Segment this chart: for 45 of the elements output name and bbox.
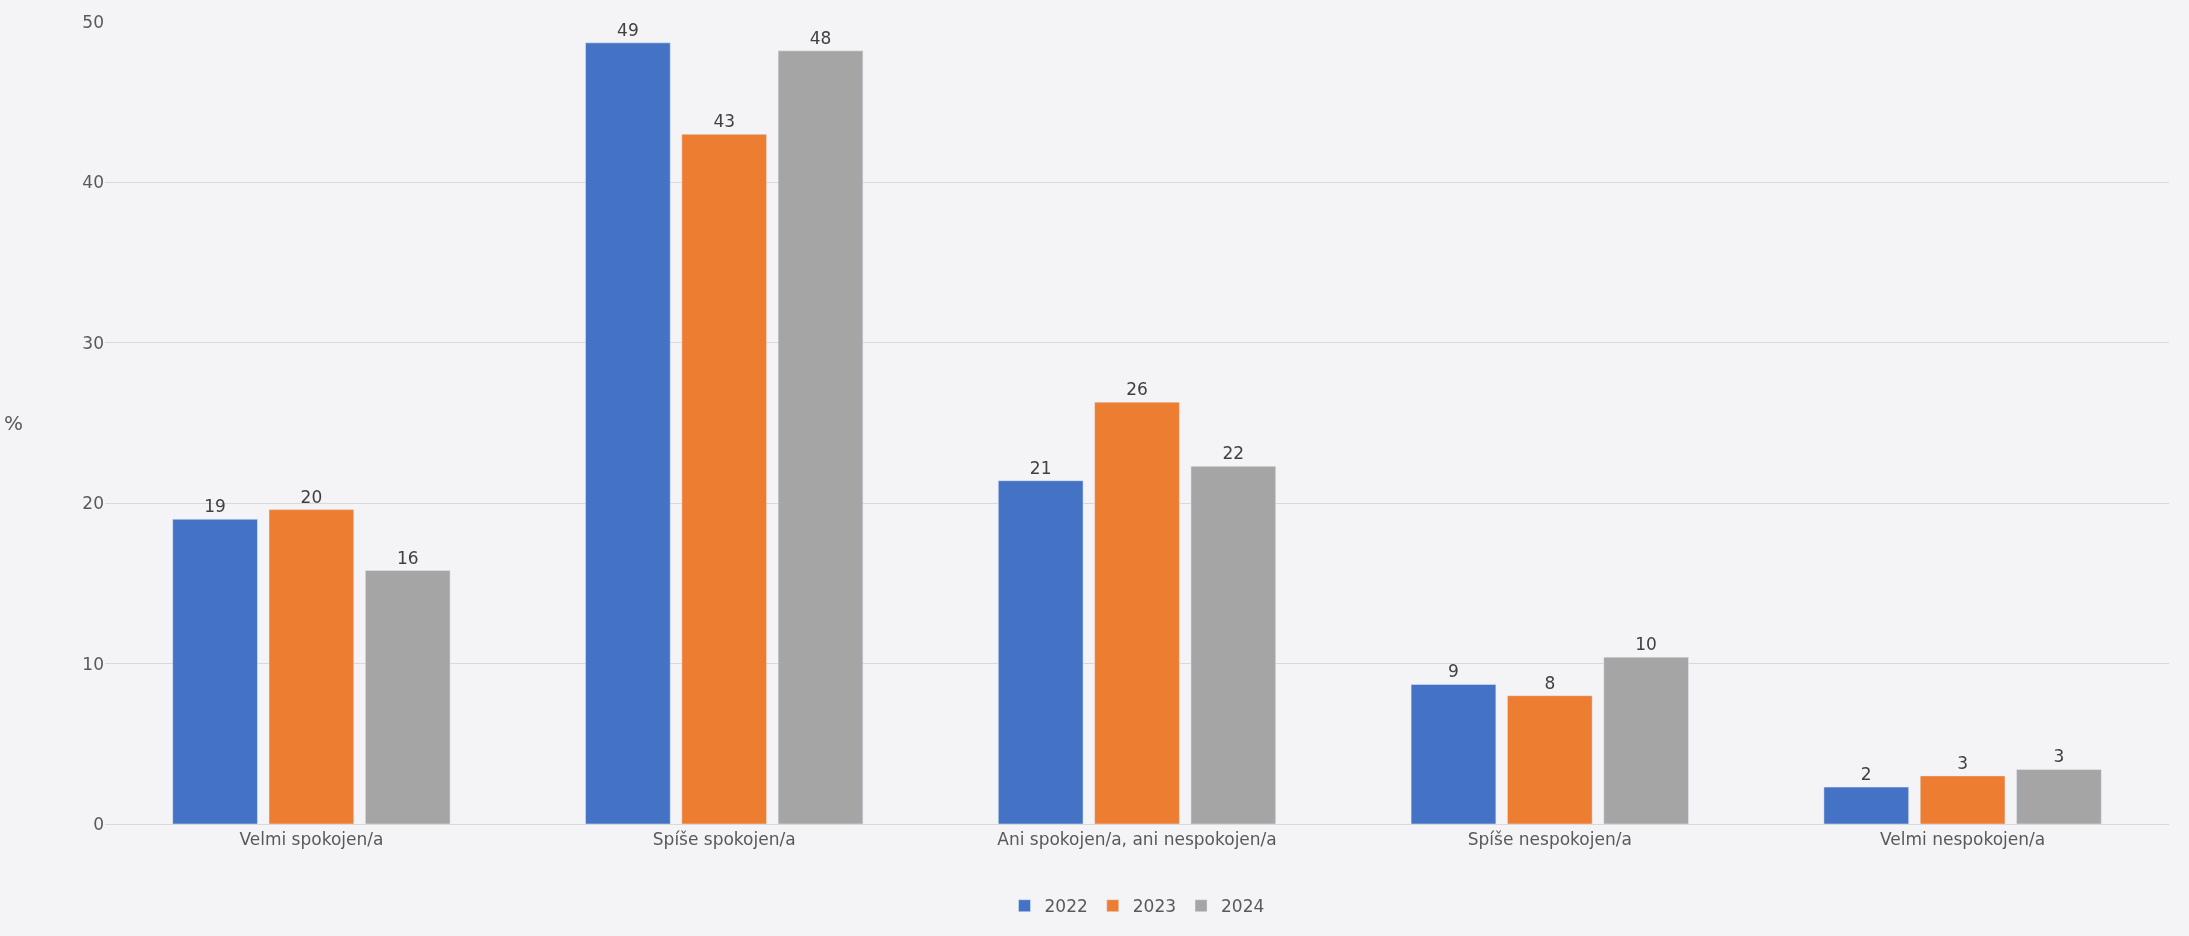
data-label: 48 bbox=[809, 27, 832, 48]
bar bbox=[1823, 786, 1909, 824]
data-label: 2 bbox=[1860, 764, 1872, 785]
y-tick-label: 50 bbox=[82, 11, 104, 32]
bar bbox=[1094, 401, 1180, 824]
y-tick-label: 10 bbox=[82, 653, 104, 674]
x-tick-label: Spíše nespokojen/a bbox=[1467, 829, 1632, 850]
y-axis-title: % bbox=[4, 411, 24, 435]
bar bbox=[585, 42, 671, 824]
data-label: 8 bbox=[1544, 672, 1556, 693]
data-label: 9 bbox=[1448, 661, 1459, 682]
bar bbox=[365, 570, 451, 824]
legend-label: 2023 bbox=[1132, 896, 1177, 917]
data-label: 22 bbox=[1222, 443, 1245, 464]
bar bbox=[1410, 684, 1497, 824]
bar bbox=[1919, 775, 2006, 824]
x-tick-label: Ani spokojen/a, ani nespokojen/a bbox=[997, 829, 1277, 850]
x-tick-label: Velmi spokojen/a bbox=[239, 829, 384, 850]
data-label: 16 bbox=[396, 547, 419, 568]
data-label: 26 bbox=[1126, 379, 1148, 400]
bar bbox=[268, 509, 355, 824]
data-label: 3 bbox=[2053, 746, 2065, 767]
y-tick-label: 30 bbox=[82, 332, 104, 353]
data-label: 43 bbox=[713, 111, 736, 132]
data-label: 21 bbox=[1029, 457, 1052, 478]
bar bbox=[1507, 695, 1593, 824]
data-label: 3 bbox=[1957, 752, 1969, 773]
data-label: 20 bbox=[300, 486, 323, 507]
x-tick-label: Spíše spokojen/a bbox=[652, 829, 796, 850]
data-label: 49 bbox=[617, 19, 639, 40]
x-tick-label: Velmi nespokojen/a bbox=[1880, 829, 2046, 850]
bar bbox=[1603, 656, 1689, 824]
y-tick-label: 0 bbox=[93, 813, 104, 834]
data-label: 10 bbox=[1635, 634, 1657, 655]
bar bbox=[998, 480, 1084, 824]
bar bbox=[1190, 466, 1276, 824]
legend-label: 2022 bbox=[1044, 896, 1088, 917]
bar bbox=[172, 518, 258, 824]
y-tick-label: 20 bbox=[82, 493, 104, 514]
data-label: 19 bbox=[204, 496, 226, 517]
bar bbox=[681, 134, 767, 824]
bar bbox=[777, 50, 864, 824]
legend-label: 2024 bbox=[1221, 896, 1265, 917]
bar bbox=[2016, 769, 2102, 824]
y-tick-label: 40 bbox=[82, 172, 104, 193]
